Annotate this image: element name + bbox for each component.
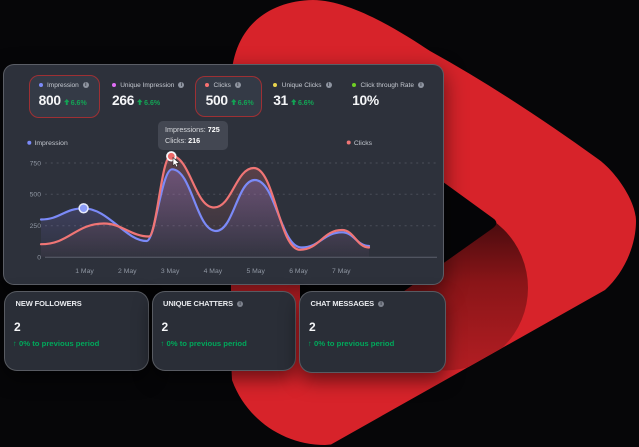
svg-text:0: 0: [37, 255, 41, 262]
svg-text:3 May: 3 May: [161, 268, 180, 275]
svg-text:750: 750: [30, 160, 42, 167]
svg-text:1 May: 1 May: [75, 268, 94, 275]
svg-text:4 May: 4 May: [204, 268, 223, 275]
svg-text:Clicks: Clicks: [354, 140, 373, 147]
svg-text:Impression: Impression: [35, 140, 68, 147]
svg-text:2 May: 2 May: [118, 268, 137, 275]
svg-text:500: 500: [30, 192, 42, 199]
svg-text:6 May: 6 May: [289, 268, 308, 275]
svg-text:7 May: 7 May: [332, 268, 351, 275]
svg-text:5 May: 5 May: [246, 268, 265, 275]
svg-text:250: 250: [30, 223, 42, 230]
